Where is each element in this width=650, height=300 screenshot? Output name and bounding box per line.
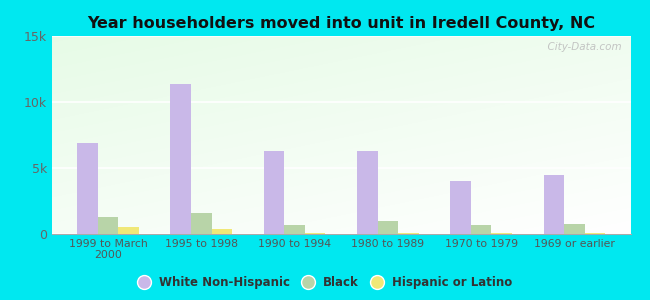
Bar bbox=[357, 151, 378, 234]
Bar bbox=[305, 233, 326, 234]
Bar bbox=[264, 151, 284, 234]
Legend: White Non-Hispanic, Black, Hispanic or Latino: White Non-Hispanic, Black, Hispanic or L… bbox=[133, 272, 517, 294]
Bar bbox=[491, 233, 512, 234]
Bar bbox=[284, 225, 305, 234]
Bar bbox=[77, 143, 98, 234]
Bar bbox=[471, 225, 491, 234]
Bar bbox=[211, 230, 232, 234]
Bar bbox=[191, 213, 211, 234]
Title: Year householders moved into unit in Iredell County, NC: Year householders moved into unit in Ire… bbox=[87, 16, 595, 31]
Bar bbox=[98, 217, 118, 234]
Bar bbox=[398, 233, 419, 234]
Bar bbox=[450, 181, 471, 234]
Bar bbox=[118, 227, 139, 234]
Text: City-Data.com: City-Data.com bbox=[541, 42, 622, 52]
Bar bbox=[544, 175, 564, 234]
Bar bbox=[564, 224, 585, 234]
Bar bbox=[170, 83, 191, 234]
Bar bbox=[585, 233, 605, 234]
Bar bbox=[378, 221, 398, 234]
